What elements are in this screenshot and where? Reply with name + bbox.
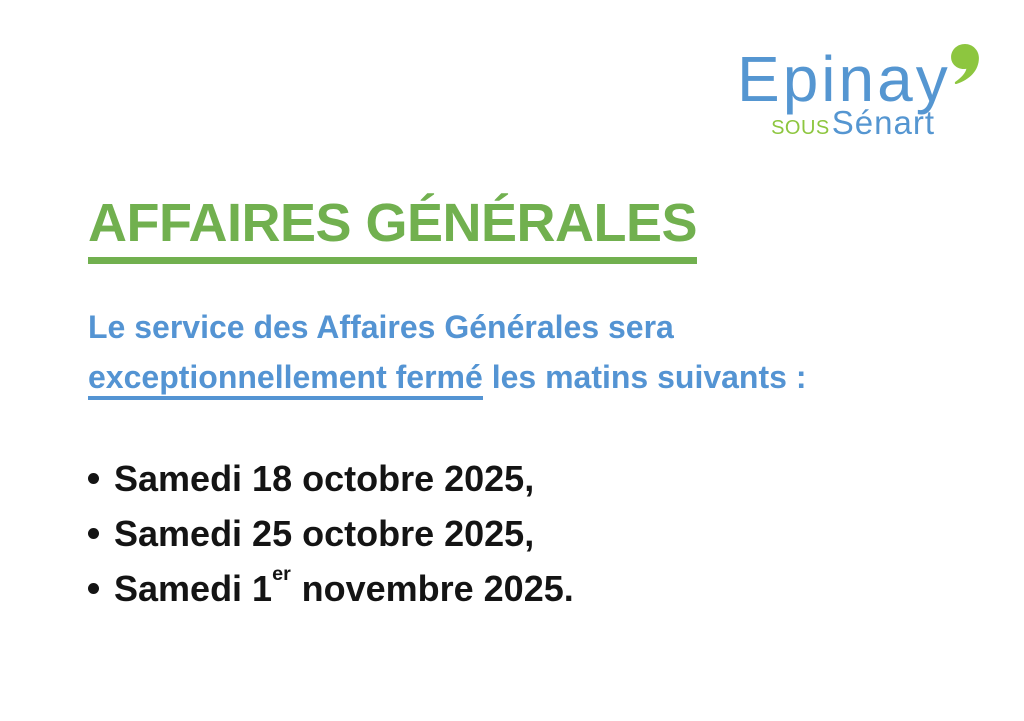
bullet-icon [88,528,99,539]
date-text: Samedi 25 octobre 2025, [114,513,535,554]
apostrophe-icon [951,44,979,84]
notice-line1: Le service des Affaires Générales sera [88,309,674,345]
logo-wordmark: Epinay [737,44,979,114]
bullet-icon [88,473,99,484]
list-item: Samedi 1er novembre 2025. [88,561,574,616]
bullet-icon [88,583,99,594]
city-logo: Epinay SOUS Sénart [737,44,979,142]
list-item: Samedi 18 octobre 2025, [88,451,574,506]
notice-underlined-text: exceptionnellement fermé [88,359,483,400]
closure-dates-list: Samedi 18 octobre 2025, Samedi 25 octobr… [88,451,574,616]
logo-epinay-text: Epinay [737,43,951,115]
date-text: Samedi 18 octobre 2025, [114,458,535,499]
notice-line2-rest: les matins suivants : [491,359,807,395]
notice-paragraph: Le service des Affaires Générales sera e… [88,302,928,402]
logo-sous-text: SOUS [771,117,830,139]
date-pre: Samedi 1 [114,568,273,609]
page-title: AFFAIRES GÉNÉRALES [88,194,698,265]
date-superscript: er [272,562,291,585]
list-item: Samedi 25 octobre 2025, [88,506,574,561]
date-post: novembre 2025. [301,568,574,609]
date-text: Samedi 1er novembre 2025. [114,561,574,616]
logo-senart-text: Sénart [831,104,935,141]
logo-subtitle: SOUS Sénart [737,104,979,142]
